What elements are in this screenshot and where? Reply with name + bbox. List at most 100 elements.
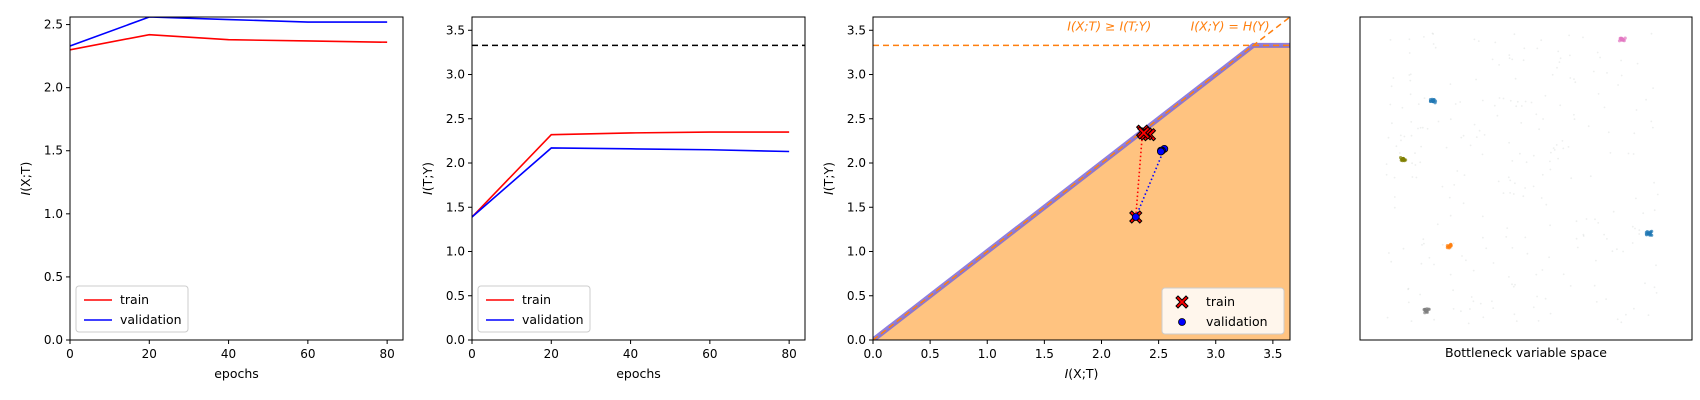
y-tick-label: 1.0	[446, 245, 465, 259]
background-point	[1483, 134, 1486, 136]
background-point	[1620, 74, 1623, 77]
background-point	[1553, 149, 1556, 151]
background-point	[1540, 197, 1543, 199]
background-point	[1575, 237, 1578, 240]
background-point	[1569, 77, 1572, 79]
background-point	[1506, 227, 1509, 230]
background-point	[1459, 101, 1462, 103]
legend-box	[1161, 287, 1285, 335]
legend-swatch-validation	[1178, 318, 1186, 326]
y-tick-label: 2.5	[446, 112, 465, 126]
background-point	[1513, 313, 1516, 316]
background-point	[1393, 196, 1396, 198]
background-point	[1595, 301, 1598, 303]
y-tick-label: 3.0	[446, 68, 465, 82]
background-point	[1638, 233, 1641, 235]
background-point	[1625, 313, 1627, 316]
background-point	[1516, 100, 1519, 103]
background-point	[1478, 129, 1481, 132]
background-point	[1407, 301, 1410, 304]
background-point	[1631, 225, 1634, 228]
background-point	[1540, 39, 1543, 42]
background-point	[1414, 164, 1417, 166]
background-point	[1409, 73, 1412, 76]
background-point	[1650, 120, 1653, 123]
y-tick-label: 1.5	[847, 200, 866, 214]
x-tick-label: 40	[221, 347, 236, 361]
background-point	[1593, 284, 1596, 287]
background-point	[1475, 136, 1478, 139]
background-point	[1410, 134, 1413, 137]
background-point	[1620, 59, 1622, 62]
background-point	[1422, 238, 1425, 241]
background-point	[1445, 146, 1448, 149]
background-point	[1494, 41, 1497, 44]
background-point	[1550, 151, 1552, 154]
y-axis-label: I(T;Y)	[420, 162, 435, 195]
x-tick-label: 2.0	[1092, 347, 1111, 361]
background-point	[1460, 310, 1462, 313]
x-tick-label: 20	[544, 347, 559, 361]
background-point	[1386, 316, 1389, 319]
background-point	[1549, 160, 1551, 163]
background-point	[1515, 320, 1518, 322]
background-point	[1481, 153, 1484, 156]
information-plane-panel: I(X;T) ≥ I(T;Y) I(X;Y) = H(Y) 0.0 0.5 1.0 1.5…	[821, 16, 1291, 381]
background-point	[1607, 131, 1610, 134]
x-tick-label: 3.0	[1206, 347, 1225, 361]
background-point	[1638, 229, 1641, 232]
background-point	[1635, 197, 1637, 200]
y-tick-label: 0.5	[847, 289, 866, 303]
background-point	[1387, 136, 1390, 139]
cluster-center-3	[1646, 231, 1652, 236]
background-point	[1409, 93, 1412, 96]
plot-area	[70, 17, 388, 51]
x-tick-label: 1.0	[978, 347, 997, 361]
background-point	[1473, 38, 1476, 41]
background-point	[1542, 118, 1544, 120]
background-point	[1606, 72, 1608, 74]
background-point	[1402, 247, 1405, 250]
background-point	[1575, 220, 1578, 223]
background-point	[1493, 104, 1496, 107]
background-point	[1437, 120, 1440, 123]
background-point	[1603, 233, 1605, 236]
background-point	[1465, 259, 1467, 262]
background-point	[1392, 77, 1395, 79]
background-point	[1469, 144, 1472, 147]
background-point	[1508, 276, 1510, 278]
background-point	[1481, 99, 1484, 102]
background-point	[1595, 259, 1597, 262]
background-point	[1509, 192, 1511, 194]
background-point	[1502, 97, 1505, 100]
background-point	[1460, 136, 1463, 139]
background-point	[1511, 247, 1514, 249]
background-point	[1642, 212, 1645, 215]
legend-label-train: train	[120, 292, 149, 307]
background-point	[1609, 152, 1612, 154]
legend-label-train: train	[522, 292, 551, 307]
background-point	[1535, 273, 1538, 276]
background-point	[1562, 273, 1565, 276]
background-point	[1514, 182, 1516, 185]
background-point	[1395, 145, 1398, 148]
background-point	[1653, 286, 1656, 289]
series-line-train	[70, 33, 388, 51]
x-tick-label: 80	[380, 347, 395, 361]
background-point	[1423, 97, 1426, 100]
background-point	[1526, 252, 1529, 255]
background-point	[1508, 141, 1510, 144]
background-point	[1452, 289, 1454, 292]
background-point	[1411, 176, 1414, 178]
background-point	[1491, 58, 1494, 61]
background-point	[1497, 180, 1500, 183]
background-point	[1655, 264, 1657, 267]
background-point	[1498, 64, 1500, 66]
background-point	[1492, 262, 1495, 264]
background-point	[1611, 250, 1614, 253]
y-tick-label: 3.5	[446, 23, 465, 37]
background-point	[1453, 184, 1456, 186]
cluster-center-4	[1447, 244, 1452, 249]
y-tick-label: 2.0	[44, 81, 63, 95]
background-point	[1388, 252, 1390, 254]
